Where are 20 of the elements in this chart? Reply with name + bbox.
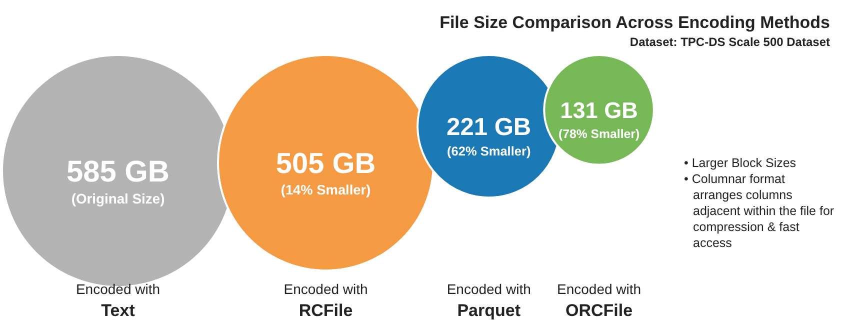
text: Encoded with bbox=[76, 281, 160, 297]
text: Dataset: TPC-DS Scale 500 Dataset bbox=[630, 35, 830, 49]
text: (14% Smaller) bbox=[280, 182, 371, 198]
text: Encoded with bbox=[557, 281, 642, 297]
text: • Larger Block Sizes bbox=[684, 155, 798, 171]
text: (Original Size) bbox=[71, 190, 165, 206]
text: File Size Comparison Across Encoding Methods bbox=[440, 13, 830, 32]
category-label: Parquet bbox=[457, 301, 521, 320]
category-label: ORCFile bbox=[566, 301, 633, 320]
data-label: 505 GB bbox=[276, 148, 376, 180]
text: • Columnar format arranges columns adjacent within the file for compression & fast access bbox=[684, 171, 836, 251]
text: (78% Smaller) bbox=[558, 127, 640, 142]
data-label: 131 GB bbox=[560, 98, 638, 123]
data-label: 585 GB bbox=[66, 155, 170, 188]
text: (62% Smaller) bbox=[446, 144, 531, 159]
data-label: 221 GB bbox=[446, 114, 532, 141]
text: Encoded with bbox=[446, 281, 531, 297]
category-label: RCFile bbox=[298, 301, 353, 320]
category-label: Text bbox=[101, 301, 136, 320]
text: Encoded with bbox=[284, 281, 368, 297]
